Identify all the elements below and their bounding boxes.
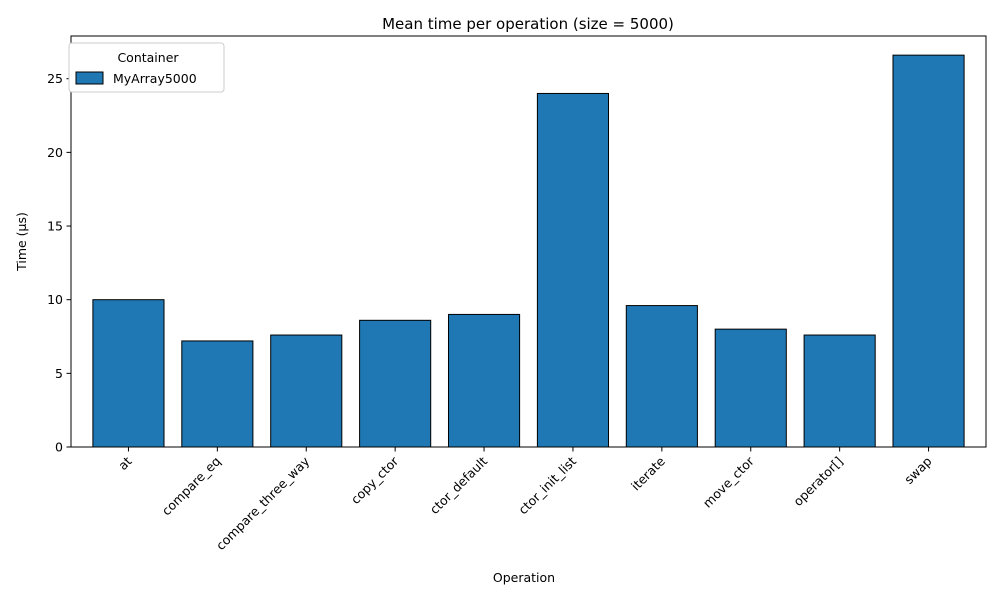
plot-frame <box>70 35 987 448</box>
legend-title: Container <box>117 50 179 65</box>
y-tick-label: 5 <box>55 366 63 381</box>
bar <box>181 340 254 448</box>
y-tick-label: 15 <box>47 219 63 234</box>
legend-series-label: MyArray5000 <box>113 71 197 86</box>
bars-layer <box>92 54 965 448</box>
y-axis-label: Time (µs) <box>14 212 29 272</box>
y-tick-label: 20 <box>47 145 63 160</box>
bar <box>803 334 876 448</box>
y-axis: 0 5 10 15 20 25 <box>47 71 71 455</box>
y-tick-label: 25 <box>47 71 63 86</box>
bar <box>714 328 787 448</box>
bar <box>447 313 521 448</box>
bar <box>892 54 965 448</box>
bar <box>92 299 165 448</box>
bar <box>625 305 698 448</box>
y-tick-label: 0 <box>55 440 63 455</box>
chart-title: Mean time per operation (size = 5000) <box>382 15 674 33</box>
legend-swatch <box>75 71 104 85</box>
x-axis-label: Operation <box>493 570 555 585</box>
legend: Container MyArray5000 <box>68 42 225 93</box>
bar <box>359 319 432 448</box>
y-tick-label: 10 <box>47 292 63 307</box>
legend-frame <box>68 42 225 93</box>
bar <box>536 92 610 448</box>
bar <box>270 334 343 448</box>
